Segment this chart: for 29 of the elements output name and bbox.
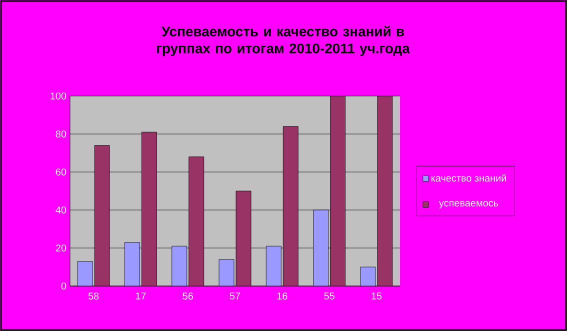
chart-title: Успеваемость и качество знаний в группах по итогам 2010-2011 уч.года xyxy=(157,26,410,56)
y-tick-label: 60 xyxy=(56,168,66,176)
x-tick-label: 58 xyxy=(88,292,99,300)
bar xyxy=(218,259,234,286)
bar xyxy=(330,96,346,286)
y-tick-label: 20 xyxy=(56,244,66,252)
legend-label: успеваемось xyxy=(438,201,498,208)
bar xyxy=(266,246,282,286)
y-tick-label: 80 xyxy=(56,130,66,138)
x-tick-label: 15 xyxy=(372,292,382,300)
bar xyxy=(236,190,252,286)
bar xyxy=(188,156,204,286)
bar xyxy=(142,132,157,286)
y-tick-label: 0 xyxy=(61,282,66,290)
x-tick-label: 57 xyxy=(230,292,240,300)
y-tick-label: 40 xyxy=(56,206,66,214)
bar xyxy=(77,261,93,286)
legend-label: качество знаний xyxy=(431,174,506,182)
bar xyxy=(377,96,393,286)
x-tick-label: 56 xyxy=(182,292,193,300)
x-tick-label: 17 xyxy=(136,292,146,300)
bar xyxy=(282,126,298,286)
bar xyxy=(313,210,328,286)
bar xyxy=(94,145,110,286)
bar xyxy=(172,246,188,286)
x-tick-label: 16 xyxy=(277,292,288,300)
y-tick-label: 100 xyxy=(50,92,66,100)
bar xyxy=(124,242,140,286)
x-tick-label: 55 xyxy=(324,292,334,300)
